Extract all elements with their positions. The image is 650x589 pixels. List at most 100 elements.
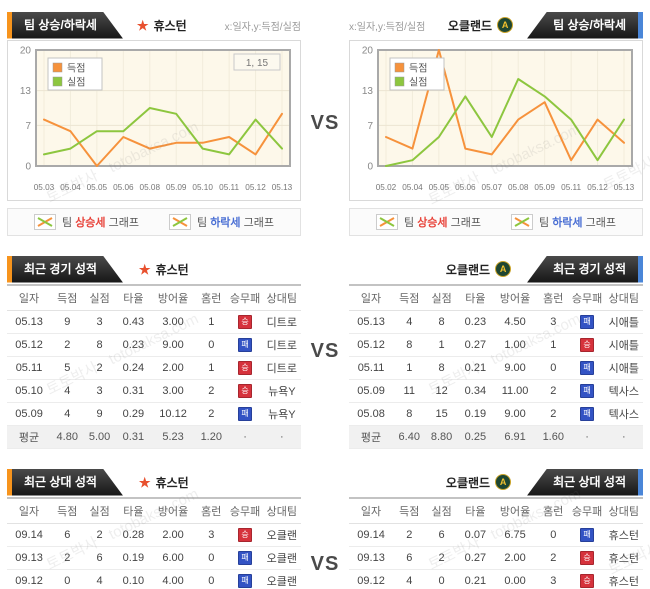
column-header: 홈런 <box>537 497 570 524</box>
loss-badge: 패 <box>580 528 595 542</box>
column-header: 상대팀 <box>262 284 301 311</box>
column-header: 승무패 <box>569 497 605 524</box>
vs-label: VS <box>310 111 340 134</box>
recent-header-oakland: 오클랜드 A 최근 경기 성적 <box>349 254 643 284</box>
team-oakland: 오클랜드 A <box>445 261 512 278</box>
table-header-row: 일자 득점 실점 타율 방어율 홈런 승무패 상대팀 <box>349 284 643 311</box>
recent-tab: 최근 경기 성적 <box>7 256 123 283</box>
column-header: 실점 <box>83 284 116 311</box>
oakland-logo-icon: A <box>497 17 514 33</box>
svg-text:05.13: 05.13 <box>614 183 635 192</box>
svg-text:7: 7 <box>367 121 373 132</box>
loss-badge: 패 <box>580 361 595 375</box>
svg-text:05.03: 05.03 <box>34 183 55 192</box>
vs-separator: VS <box>301 10 349 236</box>
column-header: 실점 <box>425 497 458 524</box>
trend-legend-row: 팀 상승세 그래프 팀 하락세 그래프 <box>349 208 643 236</box>
svg-text:05.09: 05.09 <box>166 183 187 192</box>
column-header: 타율 <box>115 284 152 311</box>
svg-text:05.08: 05.08 <box>508 183 529 192</box>
loss-badge: 패 <box>580 315 595 329</box>
team-name: 오클랜드 <box>445 475 491 490</box>
table-row: 05.11 1 8 0.21 9.00 0 패 시애틀 <box>349 356 643 380</box>
svg-text:05.11: 05.11 <box>561 183 581 192</box>
head-to-head-section: 최근 상대 성적 ★ 휴스턴 일자 득점 실점 타율 방어율 홈런 승무패 상대팀 09.14… <box>0 467 650 589</box>
column-header: 승무패 <box>227 284 263 311</box>
houston-logo-icon: ★ <box>138 261 151 277</box>
svg-text:05.06: 05.06 <box>455 183 476 192</box>
loss-badge: 패 <box>238 551 253 565</box>
oakland-logo-icon: A <box>495 261 512 277</box>
svg-text:05.05: 05.05 <box>87 183 108 192</box>
fall-legend-label: 팀 하락세 그래프 <box>197 217 274 229</box>
column-header: 타율 <box>457 497 494 524</box>
team-oakland: 오클랜드 A <box>447 17 514 34</box>
column-header: 타율 <box>457 284 494 311</box>
svg-text:05.12: 05.12 <box>245 183 266 192</box>
rise-legend: 팀 상승세 그래프 <box>34 214 139 230</box>
loss-badge: 패 <box>238 407 253 421</box>
vs-label: VS <box>310 340 340 362</box>
column-header: 일자 <box>349 284 394 311</box>
svg-text:05.10: 05.10 <box>192 183 213 192</box>
table-row: 05.13 9 3 0.43 3.00 1 승 디트로 <box>7 310 301 334</box>
column-header: 승무패 <box>569 284 605 311</box>
svg-text:20: 20 <box>20 46 32 57</box>
h2h-panel-houston: 최근 상대 성적 ★ 휴스턴 일자 득점 실점 타율 방어율 홈런 승무패 상대팀 09.14… <box>7 467 301 589</box>
trend-tab: 팀 상승/하락세 <box>527 11 643 39</box>
svg-text:05.11: 05.11 <box>219 183 239 192</box>
table-row: 05.11 5 2 0.24 2.00 1 승 디트로 <box>7 356 301 380</box>
column-header: 승무패 <box>227 497 263 524</box>
trend-panel-oakland: x:일자,y:득점/실점 오클랜드 A 팀 상승/하락세 0 7 13 20 05.02… <box>349 10 643 236</box>
column-header: 일자 <box>7 284 52 311</box>
svg-text:득점: 득점 <box>67 63 85 75</box>
team-name: 휴스턴 <box>155 475 189 490</box>
rise-legend: 팀 상승세 그래프 <box>376 214 481 230</box>
trend-header-oakland: x:일자,y:득점/실점 오클랜드 A 팀 상승/하락세 <box>349 10 643 40</box>
column-header: 득점 <box>393 497 426 524</box>
oakland-logo-icon: A <box>495 474 512 490</box>
table-row: 05.12 8 1 0.27 1.00 1 승 시애틀 <box>349 333 643 357</box>
h2h-header-oakland: 오클랜드 A 최근 상대 성적 <box>349 467 643 497</box>
rise-legend-label: 팀 상승세 그래프 <box>62 217 139 229</box>
svg-text:05.13: 05.13 <box>272 183 293 192</box>
fall-legend-label: 팀 하락세 그래프 <box>539 217 616 229</box>
recent-form-table-oakland: 일자 득점 실점 타율 방어율 홈런 승무패 상대팀 05.13 4 8 0.23 4.50 3 패 시애틀… <box>349 284 643 449</box>
table-header-row: 일자 득점 실점 타율 방어율 홈런 승무패 상대팀 <box>7 497 301 524</box>
column-header: 일자 <box>7 497 52 524</box>
recent-form-table-houston: 일자 득점 실점 타율 방어율 홈런 승무패 상대팀 05.13 9 3 0.43 3.00 1 승 디트로… <box>7 284 301 449</box>
team-name: 휴스턴 <box>155 262 189 277</box>
svg-text:실점: 실점 <box>409 77 427 89</box>
table-row: 09.13 2 6 0.19 6.00 0 패 오클랜 <box>7 546 301 570</box>
cross-lines-icon <box>34 214 56 230</box>
team-houston: ★ 휴스턴 <box>139 261 189 278</box>
trend-tab: 팀 상승/하락세 <box>7 12 123 39</box>
cross-lines-icon <box>169 214 191 230</box>
team-name: 오클랜드 <box>447 18 493 33</box>
table-header-row: 일자 득점 실점 타율 방어율 홈런 승무패 상대팀 <box>349 497 643 524</box>
column-header: 방어율 <box>151 497 196 524</box>
team-houston: ★ 휴스턴 <box>137 17 187 34</box>
h2h-tab: 최근 상대 성적 <box>7 469 123 496</box>
trend-chart-oakland: 0 7 13 20 05.02 05.04 05.05 05.06 05.07 05.08 05.0… <box>362 46 635 193</box>
h2h-table-oakland: 일자 득점 실점 타율 방어율 홈런 승무패 상대팀 09.14 2 6 0.07 6.75 0 패 휴스턴… <box>349 497 643 589</box>
cross-lines-icon <box>376 214 398 230</box>
cross-lines-icon <box>511 214 533 230</box>
loss-badge: 패 <box>580 384 595 398</box>
column-header: 득점 <box>51 284 84 311</box>
svg-text:실점: 실점 <box>67 77 85 89</box>
team-name: 오클랜드 <box>445 262 491 277</box>
svg-text:13: 13 <box>20 86 32 97</box>
svg-text:05.02: 05.02 <box>376 183 397 192</box>
column-header: 득점 <box>393 284 426 311</box>
svg-text:득점: 득점 <box>409 63 427 75</box>
win-badge: 승 <box>238 528 253 542</box>
table-row: 05.09 4 9 0.29 10.12 2 패 뉴욕Y <box>7 402 301 426</box>
svg-text:7: 7 <box>25 121 31 132</box>
column-header: 일자 <box>349 497 394 524</box>
svg-text:05.06: 05.06 <box>113 183 134 192</box>
fall-legend: 팀 하락세 그래프 <box>511 214 616 230</box>
svg-text:05.09: 05.09 <box>534 183 555 192</box>
table-row: 09.14 2 6 0.07 6.75 0 패 휴스턴 <box>349 523 643 547</box>
